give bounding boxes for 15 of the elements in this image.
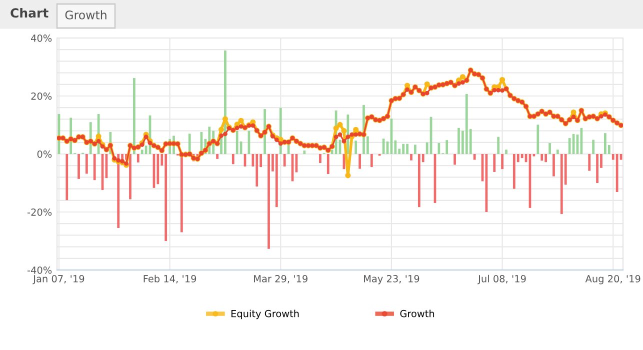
y-tick-label: 20%: [31, 92, 52, 100]
x-tick-label: Aug 20, '19: [585, 275, 640, 284]
legend-label: Equity Growth: [231, 310, 299, 320]
legend-label: Growth: [400, 310, 434, 318]
x-tick-label: May 23, '19: [364, 275, 420, 284]
x-tick-label: Feb 14, '19: [144, 274, 196, 284]
x-tick-label: Jul 08, '19: [478, 274, 526, 284]
chart-subtitle: Growth: [65, 10, 106, 20]
y-tick-label: -40%: [28, 266, 52, 274]
chart-title: Chart: [10, 8, 48, 18]
x-tick-label: Mar 29, '19: [254, 275, 308, 284]
x-tick-label: Jan 07, '19: [32, 275, 84, 284]
y-tick-label: 40%: [31, 34, 52, 42]
y-tick-label: -20%: [28, 208, 52, 216]
y-tick-label: 0%: [37, 150, 52, 158]
